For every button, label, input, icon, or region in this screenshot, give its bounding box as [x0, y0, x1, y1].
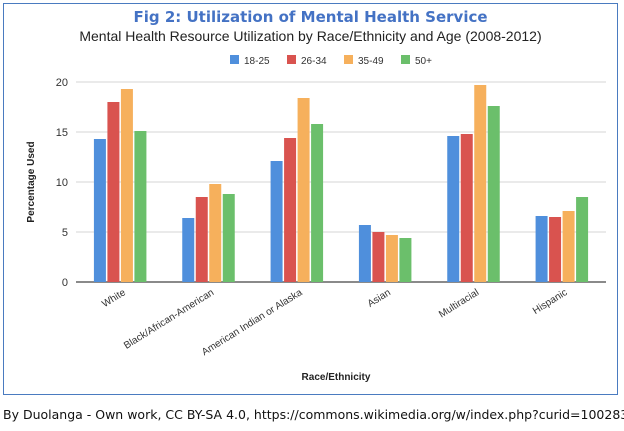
y-tick-label: 10	[56, 177, 68, 189]
figure-label: Fig 2: Utilization of Mental Health Serv…	[133, 8, 488, 26]
x-tick-label: Hispanic	[531, 287, 569, 317]
bar	[576, 197, 589, 282]
y-tick-label: 5	[62, 227, 68, 239]
bar	[107, 102, 120, 282]
bar	[474, 85, 487, 282]
x-tick-label: Multiracial	[437, 287, 481, 320]
bar	[209, 184, 222, 282]
bar	[195, 197, 208, 282]
legend-label: 35-49	[358, 56, 384, 67]
bar	[120, 89, 133, 282]
legend-swatch	[401, 55, 410, 64]
bar	[487, 106, 500, 282]
bar	[447, 136, 460, 282]
x-axis-label: Race/Ethnicity	[302, 372, 371, 383]
bar	[385, 235, 398, 282]
bar	[134, 131, 147, 282]
bar	[182, 218, 195, 282]
bar	[311, 124, 324, 282]
y-tick-label: 15	[56, 127, 68, 139]
bar	[270, 161, 283, 282]
x-tick-label: American Indian or Alaska	[200, 287, 305, 358]
bar	[284, 138, 297, 282]
bar	[358, 225, 371, 282]
chart-plot: 0 5 10 15 20 WhiteBlack/African-AmericanAmeri…	[26, 55, 606, 383]
x-tick-label: Asian	[366, 287, 393, 310]
bar	[399, 238, 412, 282]
bar	[372, 232, 385, 282]
bar	[222, 194, 235, 282]
bar	[562, 211, 575, 282]
legend-swatch	[230, 55, 239, 64]
legend-label: 50+	[415, 56, 432, 67]
y-tick-label: 20	[56, 77, 68, 89]
bar	[549, 217, 562, 282]
figure-frame: Fig 2: Utilization of Mental Health Serv…	[3, 3, 618, 395]
bar	[460, 134, 473, 282]
y-tick-label: 0	[62, 277, 68, 289]
attribution-credit: By Duolanga - Own work, CC BY-SA 4.0, ht…	[3, 407, 624, 422]
legend-label: 18-25	[244, 56, 270, 67]
x-tick-label: Black/African-American	[122, 287, 216, 351]
bar	[93, 139, 106, 282]
chart-title: Mental Health Resource Utilization by Ra…	[79, 28, 542, 44]
x-tick-label: White	[100, 287, 128, 310]
bar	[297, 98, 310, 282]
legend-label: 26-34	[301, 56, 327, 67]
bar	[535, 216, 548, 282]
legend-swatch	[344, 55, 353, 64]
legend-swatch	[287, 55, 296, 64]
y-axis-label: Percentage Used	[26, 141, 37, 222]
